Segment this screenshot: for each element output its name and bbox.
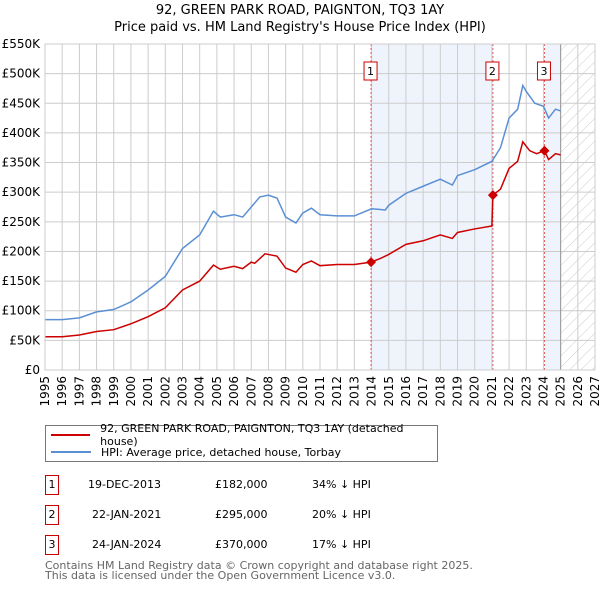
x-tick-label: 2016	[399, 376, 413, 407]
transaction-hpi: 17% ↓ HPI	[312, 538, 371, 551]
transaction-date: 22-JAN-2021	[92, 508, 162, 521]
x-tick-label: 2022	[502, 376, 516, 407]
transaction-price: £182,000	[215, 478, 268, 491]
legend-label: 92, GREEN PARK ROAD, PAIGNTON, TQ3 1AY (…	[100, 422, 404, 448]
sale-label-box	[363, 61, 378, 81]
y-tick-label: £150K	[2, 274, 42, 288]
x-tick-label: 1998	[90, 376, 104, 407]
x-tick-label: 2003	[176, 376, 190, 407]
legend: 92, GREEN PARK ROAD, PAIGNTON, TQ3 1AY (…	[45, 422, 438, 462]
x-tick-label: 2018	[433, 376, 447, 407]
hpi-line	[45, 83, 561, 321]
property-price-line	[45, 140, 561, 338]
x-tick-label: 2019	[451, 376, 465, 407]
transaction-row: 1 19-DEC-2013 £182,000 34% ↓ HPI	[45, 475, 465, 495]
transaction-row: 3 24-JAN-2024 £370,000 17% ↓ HPI	[45, 535, 465, 555]
footer-copyright: Contains HM Land Registry data © Crown c…	[45, 559, 473, 572]
transaction-date: 24-JAN-2024	[92, 538, 162, 551]
y-tick-label: £250K	[2, 215, 42, 229]
sale-point	[539, 145, 550, 156]
sale-label: 1	[367, 65, 374, 78]
y-tick-label: £50K	[9, 333, 41, 347]
chart-title: 92, GREEN PARK ROAD, PAIGNTON, TQ3 1AY	[155, 3, 445, 18]
x-tick-label: 2024	[536, 376, 550, 407]
x-tick-label: 2012	[330, 376, 344, 407]
x-tick-label: 2006	[227, 376, 241, 407]
x-tick-label: 2002	[158, 376, 172, 407]
shaded-period	[544, 44, 561, 370]
sale-label: 3	[540, 65, 547, 78]
sale-label-box	[485, 61, 500, 81]
transaction-price: £295,000	[215, 508, 268, 521]
y-tick-label: £0	[25, 363, 40, 377]
x-tick-label: 2008	[261, 376, 275, 407]
x-tick-label: 2015	[382, 376, 396, 407]
transaction-date: 19-DEC-2013	[88, 478, 162, 491]
legend-swatch-blue	[51, 451, 91, 453]
x-tick-label: 2009	[279, 376, 293, 407]
x-tick-label: 1995	[38, 376, 52, 407]
transaction-marker: 3	[45, 535, 59, 555]
y-tick-label: £400K	[2, 126, 42, 140]
x-tick-label: 2005	[210, 376, 224, 407]
y-tick-label: £200K	[2, 244, 42, 258]
x-tick-label: 2011	[313, 376, 327, 407]
legend-item-hpi: HPI: Average price, detached house, Torb…	[51, 444, 341, 460]
transaction-hpi: 20% ↓ HPI	[312, 508, 371, 521]
x-tick-label: 2001	[141, 376, 155, 407]
x-tick-label: 1997	[72, 376, 86, 407]
x-tick-label: 2025	[554, 376, 568, 407]
y-tick-label: £350K	[2, 156, 42, 170]
price-chart: 1995 1996 1997 1998 1999 2000 2001 2002 2003 2004…	[2, 37, 600, 407]
transaction-price: £370,000	[215, 538, 268, 551]
x-tick-label: 2000	[124, 376, 138, 407]
x-tick-label: 2021	[485, 376, 499, 407]
x-tick-label: 2007	[244, 376, 258, 407]
sale-point	[366, 257, 377, 268]
x-tick-label: 1999	[107, 376, 121, 407]
y-tick-label: £450K	[2, 96, 42, 110]
x-tick-label: 2010	[296, 376, 310, 407]
transaction-marker: 2	[45, 505, 59, 525]
plot-frame	[44, 43, 596, 371]
x-tick-label: 2014	[365, 376, 379, 407]
x-tick-label: 1996	[55, 376, 69, 407]
legend-swatch-red	[51, 434, 91, 436]
x-tick-label: 2020	[468, 376, 482, 407]
x-tick-label: 2013	[347, 376, 361, 407]
x-tick-label: 2023	[519, 376, 533, 407]
y-tick-label: £100K	[2, 304, 42, 318]
sale-point	[487, 190, 498, 201]
y-tick-label: £500K	[2, 67, 42, 81]
sale-label-box	[536, 61, 551, 81]
transaction-hpi: 34% ↓ HPI	[312, 478, 371, 491]
x-tick-label: 2004	[193, 376, 207, 407]
sale-label: 2	[489, 65, 496, 78]
x-tick-label: 2026	[571, 376, 585, 407]
y-tick-label: £300K	[2, 185, 42, 199]
legend-item-property: 92, GREEN PARK ROAD, PAIGNTON, TQ3 1AY (…	[51, 422, 437, 448]
transaction-row: 2 22-JAN-2021 £295,000 20% ↓ HPI	[45, 505, 465, 525]
chart-subtitle: Price paid vs. HM Land Registry's House …	[114, 20, 486, 35]
x-tick-label: 2017	[416, 376, 430, 407]
shaded-period	[371, 44, 493, 370]
transaction-marker: 1	[45, 475, 59, 495]
legend-label: HPI: Average price, detached house, Torb…	[101, 445, 341, 459]
x-tick-label: 2027	[588, 376, 600, 407]
footer-licence: This data is licensed under the Open Gov…	[45, 569, 396, 582]
y-tick-label: £550K	[2, 37, 42, 51]
